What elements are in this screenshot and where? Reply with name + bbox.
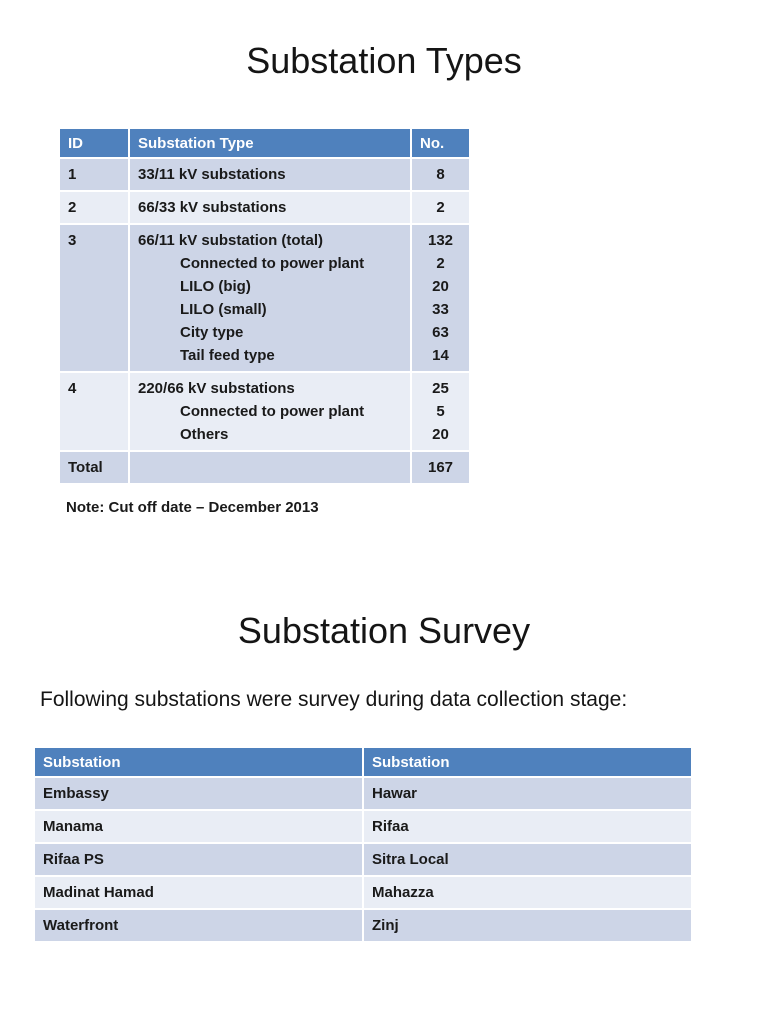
cell-type: 66/11 kV substation (total) Connected to… xyxy=(128,223,412,373)
count-value: 63 xyxy=(432,324,449,341)
survey-row-5: Waterfront Zinj xyxy=(33,908,693,943)
cell-no: 132 2 20 33 63 14 xyxy=(410,223,471,373)
type-label: 66/11 kV substation (total) xyxy=(138,232,324,249)
row-id: 4 xyxy=(68,380,77,397)
type-label: 66/33 kV substations xyxy=(138,199,287,216)
survey-header-left: Substation xyxy=(33,746,364,778)
cell-id: 1 xyxy=(58,157,130,192)
total-label: Total xyxy=(68,459,103,476)
survey-intro-text: Following substations were survey during… xyxy=(40,688,628,711)
total-value-cell: 167 xyxy=(410,450,471,485)
survey-row-3: Rifaa PS Sitra Local xyxy=(33,842,693,877)
substation-types-table: ID Substation Type No. 1 33/11 kV substa… xyxy=(58,127,471,485)
substation-survey-table: Substation Substation Embassy Hawar Mana… xyxy=(33,746,693,943)
type-sub-label: Others xyxy=(180,426,229,443)
survey-row-2: Manama Rifaa xyxy=(33,809,693,844)
cell-id: 3 xyxy=(58,223,130,373)
substation-name: Manama xyxy=(33,809,364,844)
page-title-types: Substation Types xyxy=(246,40,522,81)
types-row-3: 3 66/11 kV substation (total) Connected … xyxy=(58,223,471,373)
total-label-cell: Total xyxy=(58,450,130,485)
survey-row-4: Madinat Hamad Mahazza xyxy=(33,875,693,910)
types-row-4: 4 220/66 kV substations Connected to pow… xyxy=(58,371,471,452)
cell-id: 4 xyxy=(58,371,130,452)
substation-name: Madinat Hamad xyxy=(33,875,364,910)
type-sub-label: LILO (big) xyxy=(180,278,251,295)
type-sub-label: Connected to power plant xyxy=(180,403,365,420)
page-title-survey: Substation Survey xyxy=(237,610,531,651)
cell-no: 2 xyxy=(410,190,471,225)
cutoff-note: Note: Cut off date – December 2013 xyxy=(66,499,319,516)
type-sub-label: LILO (small) xyxy=(180,301,267,318)
count-value: 33 xyxy=(432,301,449,318)
survey-header-right: Substation xyxy=(362,746,693,778)
cell-type: 220/66 kV substations Connected to power… xyxy=(128,371,412,452)
count-value: 8 xyxy=(436,166,445,183)
survey-header-row: Substation Substation xyxy=(33,746,693,778)
row-id: 2 xyxy=(68,199,77,216)
count-value: 5 xyxy=(436,403,445,420)
count-value: 2 xyxy=(436,199,445,216)
type-label: 220/66 kV substations xyxy=(138,380,295,397)
types-header-type: Substation Type xyxy=(128,127,412,159)
count-value: 25 xyxy=(432,380,449,397)
types-header-row: ID Substation Type No. xyxy=(58,127,471,159)
types-total-row: Total 167 xyxy=(58,450,471,485)
substation-name: Embassy xyxy=(33,776,364,811)
cell-no: 8 xyxy=(410,157,471,192)
row-id: 1 xyxy=(68,166,77,183)
total-value: 167 xyxy=(427,459,454,476)
cell-id: 2 xyxy=(58,190,130,225)
substation-name: Rifaa xyxy=(362,809,693,844)
cell-type: 66/33 kV substations xyxy=(128,190,412,225)
count-value: 132 xyxy=(427,232,454,249)
substation-name: Sitra Local xyxy=(362,842,693,877)
survey-row-1: Embassy Hawar xyxy=(33,776,693,811)
total-empty-cell xyxy=(128,450,412,485)
type-sub-label: Tail feed type xyxy=(180,347,275,364)
substation-name: Zinj xyxy=(362,908,693,943)
count-value: 14 xyxy=(432,347,449,364)
row-id: 3 xyxy=(68,232,77,249)
count-value: 20 xyxy=(432,426,449,443)
type-label: 33/11 kV substations xyxy=(138,166,286,183)
cell-type: 33/11 kV substations xyxy=(128,157,412,192)
substation-name: Waterfront xyxy=(33,908,364,943)
substation-name: Mahazza xyxy=(362,875,693,910)
cell-no: 25 5 20 xyxy=(410,371,471,452)
types-header-id: ID xyxy=(58,127,130,159)
type-sub-label: City type xyxy=(180,324,244,341)
substation-name: Hawar xyxy=(362,776,693,811)
count-value: 20 xyxy=(432,278,449,295)
substation-name: Rifaa PS xyxy=(33,842,364,877)
types-row-1: 1 33/11 kV substations 8 xyxy=(58,157,471,192)
types-header-no: No. xyxy=(410,127,471,159)
type-sub-label: Connected to power plant xyxy=(180,255,365,272)
types-row-2: 2 66/33 kV substations 2 xyxy=(58,190,471,225)
count-value: 2 xyxy=(436,255,445,272)
